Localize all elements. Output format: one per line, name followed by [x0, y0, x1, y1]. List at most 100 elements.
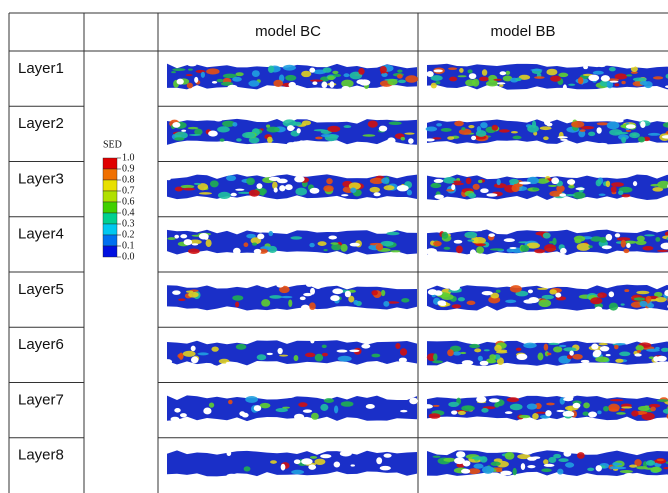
strip-spot — [451, 304, 462, 309]
strip-hole — [277, 178, 288, 184]
strip-spot — [665, 73, 668, 79]
strip-hole — [503, 238, 515, 243]
strip-spot — [180, 184, 195, 189]
strip-spot — [665, 461, 668, 465]
strip-spot — [546, 352, 552, 356]
strip-spot — [397, 79, 407, 84]
strip-hole — [596, 142, 608, 146]
strip-spot — [341, 79, 354, 88]
strip-spot — [188, 248, 200, 254]
strip-spot — [648, 403, 661, 408]
strip-spot — [624, 289, 630, 293]
strip-hole — [342, 474, 348, 478]
strip-spot — [568, 83, 576, 86]
strip-spot — [375, 243, 384, 251]
strip-spot — [232, 295, 244, 301]
strip-hole — [203, 407, 212, 415]
strip-spot — [172, 68, 186, 72]
strip-hole — [522, 449, 533, 455]
strip-hole — [614, 119, 624, 123]
strip-spot — [532, 187, 539, 191]
strip-hole — [241, 412, 249, 418]
strip-spot — [532, 413, 539, 420]
strip-hole — [556, 409, 565, 413]
strip-spot — [535, 411, 547, 414]
strip-spot — [635, 240, 647, 246]
strips — [163, 62, 668, 479]
strip-spot — [459, 351, 467, 355]
strip-spot — [282, 119, 297, 127]
strip-spot — [320, 403, 329, 411]
strip-hole — [451, 184, 456, 191]
strip-spot — [549, 190, 563, 197]
strip-hole — [201, 142, 209, 147]
strip-spot — [656, 399, 668, 402]
strip-spot — [657, 180, 668, 189]
strip-hole — [425, 248, 438, 255]
strip-spot — [557, 468, 564, 475]
strip-spot — [623, 248, 630, 254]
strip-spot — [447, 136, 455, 140]
strip-spot — [461, 127, 466, 131]
strip-spot — [502, 75, 513, 82]
strip-spot — [496, 178, 501, 186]
strip-hole — [256, 229, 265, 233]
strip-spot — [572, 191, 586, 199]
strip-spot — [662, 122, 668, 128]
strip-spot — [248, 80, 260, 87]
strip-spot — [571, 121, 585, 128]
strip-spot — [553, 453, 562, 459]
strip-hole — [280, 463, 286, 471]
strip-hole — [594, 306, 603, 312]
strip-hole — [214, 119, 222, 122]
strip-spot — [605, 180, 611, 188]
strip-hole — [518, 181, 531, 185]
strip-spot — [457, 75, 467, 78]
strip-spot — [304, 352, 316, 358]
strip-spot — [526, 403, 538, 410]
strip-hole — [308, 464, 317, 470]
strip-spot — [546, 402, 555, 406]
strip-spot — [443, 457, 456, 462]
strip-spot — [515, 290, 529, 297]
strip-hole — [520, 463, 526, 470]
strip-spot — [493, 183, 507, 189]
strip-spot — [441, 231, 449, 239]
strip-spot — [494, 344, 502, 352]
strip-spot — [663, 466, 668, 470]
strip-spot — [197, 352, 209, 356]
strip-spot — [246, 177, 255, 186]
strip-spot — [251, 70, 260, 77]
strip-spot — [401, 298, 410, 303]
strip-spot — [321, 352, 329, 357]
strip-spot — [621, 136, 627, 144]
strip-spot — [652, 76, 664, 80]
strip-spot — [483, 349, 490, 352]
strip-hole — [563, 450, 572, 457]
strip-spot — [237, 191, 252, 194]
strip-spot — [454, 120, 464, 127]
column-header: model BB — [490, 23, 555, 40]
strip-spot — [629, 464, 638, 468]
strip-hole — [422, 404, 433, 409]
strip-hole — [315, 285, 322, 289]
strip-hole — [593, 349, 602, 357]
strip-spot — [288, 299, 293, 308]
strip-spot — [334, 405, 339, 414]
strip-spot — [481, 69, 488, 76]
strip-spot — [597, 410, 602, 415]
strip-spot — [546, 68, 558, 76]
strip-spot — [245, 396, 258, 403]
strip-hole — [267, 254, 275, 257]
strip-hole — [293, 413, 305, 421]
strip-spot — [506, 397, 519, 403]
strip-spot — [369, 177, 384, 185]
strip-spot — [317, 241, 327, 246]
strip-hole — [433, 69, 443, 73]
strip-hole — [461, 468, 471, 474]
strip-spot — [641, 412, 655, 421]
strip-hole — [625, 124, 636, 129]
strip-spot — [256, 354, 267, 361]
strip-spot — [226, 175, 237, 182]
strip-hole — [437, 300, 447, 306]
